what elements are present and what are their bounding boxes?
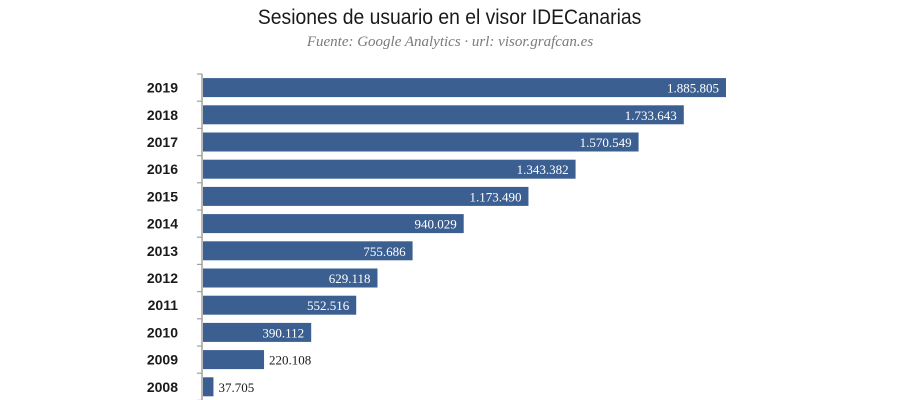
category-label: 2008 <box>147 379 178 395</box>
category-label: 2016 <box>147 161 178 177</box>
bar <box>203 159 576 179</box>
chart-subtitle: Fuente: Google Analytics · url: visor.gr… <box>306 34 594 50</box>
bar <box>203 78 726 98</box>
bar <box>203 350 265 370</box>
category-label: 2012 <box>147 270 178 286</box>
value-label: 1.343.382 <box>517 162 569 177</box>
bar <box>203 377 214 397</box>
bar <box>203 241 413 261</box>
value-label: 1.173.490 <box>469 189 521 204</box>
category-label: 2015 <box>147 188 178 204</box>
bar <box>203 186 529 206</box>
chart-title: Sesiones de usuario en el visor IDECanar… <box>257 6 642 29</box>
value-label: 1.570.549 <box>580 135 632 150</box>
bar <box>203 322 312 342</box>
bar <box>203 295 357 315</box>
value-label: 1.885.805 <box>667 81 719 96</box>
value-label: 37.705 <box>218 380 254 395</box>
value-label: 1.733.643 <box>625 108 677 123</box>
bars-group <box>203 78 726 397</box>
category-label: 2019 <box>147 80 178 96</box>
category-label: 2017 <box>147 134 178 150</box>
value-label: 755.686 <box>363 244 406 259</box>
bar <box>203 214 464 234</box>
bar <box>203 132 639 152</box>
category-label: 2018 <box>147 107 178 123</box>
category-label: 2009 <box>147 352 178 368</box>
category-label: 2013 <box>147 243 178 259</box>
bar <box>203 105 684 125</box>
value-label: 552.516 <box>307 298 350 313</box>
y-axis <box>197 73 203 400</box>
value-label: 629.118 <box>329 271 371 286</box>
value-label: 940.029 <box>414 217 456 232</box>
category-label: 2011 <box>148 297 179 313</box>
category-label: 2010 <box>147 324 178 340</box>
value-label: 220.108 <box>269 353 311 368</box>
category-label: 2014 <box>147 216 178 232</box>
labels-group: 2019 1.885.805 2018 1.733.643 2017 1.570.549 2… <box>147 80 719 395</box>
bar <box>203 268 378 288</box>
value-label: 390.112 <box>262 325 304 340</box>
